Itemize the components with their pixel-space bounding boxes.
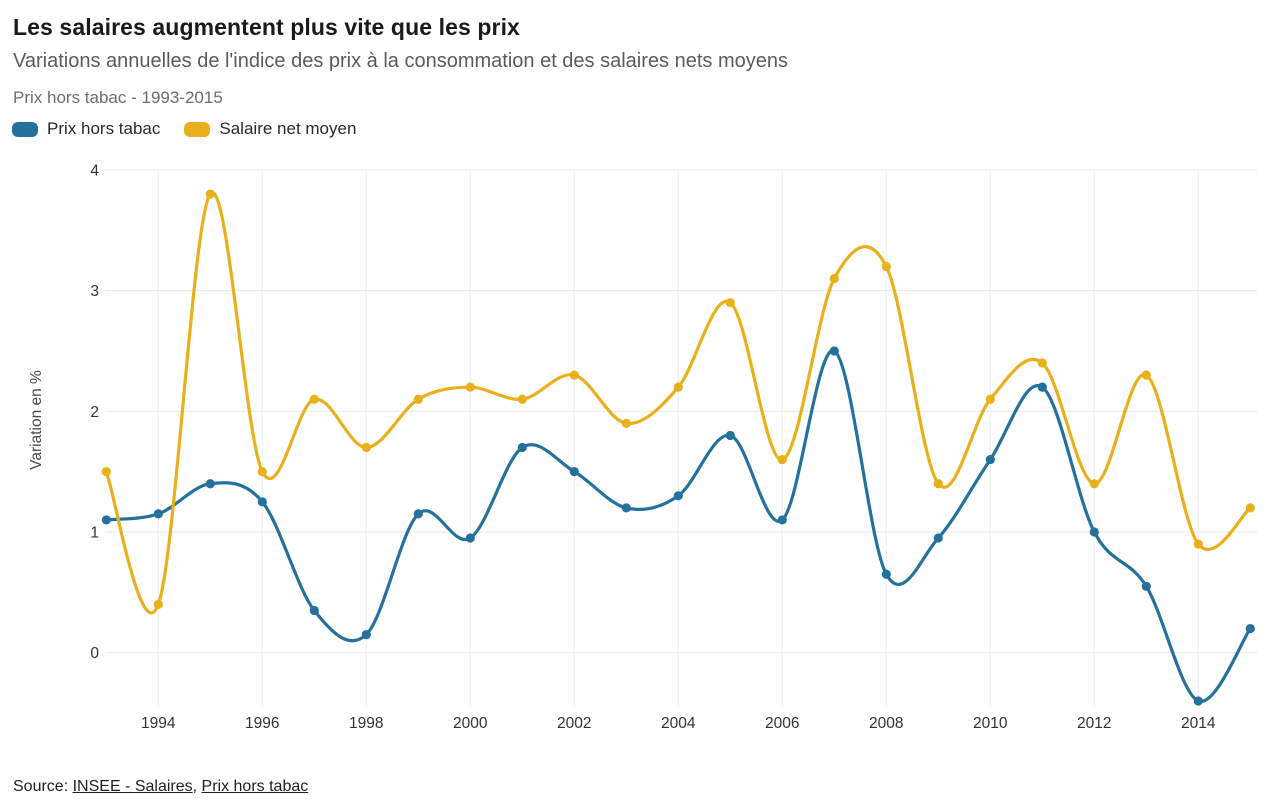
data-point-salaire-net-moyen-1993[interactable] — [101, 467, 111, 477]
x-tick-label: 2000 — [453, 715, 488, 732]
data-point-prix-hors-tabac-2005[interactable] — [725, 430, 735, 441]
y-axis-title: Variation en % — [28, 370, 45, 470]
x-tick-label: 1996 — [245, 715, 279, 732]
y-tick-label: 2 — [90, 404, 99, 421]
x-tick-label: 2010 — [973, 715, 1008, 732]
data-point-salaire-net-moyen-2006[interactable] — [777, 454, 787, 465]
data-point-prix-hors-tabac-1994[interactable] — [153, 509, 163, 519]
data-point-salaire-net-moyen-2008[interactable] — [881, 261, 891, 272]
legend-label-salaire-net-moyen: Salaire net moyen — [219, 119, 357, 138]
data-point-salaire-net-moyen-2003[interactable] — [621, 418, 631, 428]
data-point-prix-hors-tabac-2007[interactable] — [829, 346, 839, 356]
x-tick-label: 2004 — [661, 715, 696, 732]
x-tick-label: 2006 — [765, 715, 799, 732]
data-point-salaire-net-moyen-1998[interactable] — [361, 442, 371, 453]
data-point-salaire-net-moyen-1994[interactable] — [153, 599, 163, 610]
data-point-salaire-net-moyen-2014[interactable] — [1193, 539, 1203, 549]
x-tick-label: 1998 — [349, 715, 383, 732]
data-point-prix-hors-tabac-2015[interactable] — [1245, 623, 1255, 634]
data-point-prix-hors-tabac-2014[interactable] — [1193, 696, 1203, 706]
data-point-prix-hors-tabac-1993[interactable] — [101, 515, 111, 525]
data-point-salaire-net-moyen-2002[interactable] — [569, 370, 579, 380]
data-point-prix-hors-tabac-2009[interactable] — [933, 533, 943, 543]
x-tick-label: 2014 — [1181, 715, 1216, 732]
series-line-salaire-net-moyen — [104, 191, 1252, 615]
y-tick-label: 3 — [90, 283, 99, 300]
data-point-prix-hors-tabac-2003[interactable] — [621, 503, 631, 513]
chart-note: Prix hors tabac - 1993-2015 — [13, 88, 223, 107]
source-line: Source: INSEE - Salaires, Prix hors taba… — [13, 778, 308, 796]
x-tick-label: 2012 — [1077, 715, 1111, 732]
data-point-salaire-net-moyen-2013[interactable] — [1141, 370, 1151, 380]
y-tick-label: 4 — [90, 162, 99, 179]
legend-swatch-salaire-net-moyen — [184, 121, 211, 137]
data-point-prix-hors-tabac-2008[interactable] — [881, 569, 891, 579]
data-point-salaire-net-moyen-2000[interactable] — [465, 382, 475, 392]
data-point-prix-hors-tabac-1997[interactable] — [309, 605, 319, 616]
y-tick-label: 0 — [90, 645, 99, 662]
x-tick-label: 2002 — [557, 715, 591, 732]
legend-swatch-prix-hors-tabac — [12, 121, 38, 137]
legend-item-salaire-net-moyen: Salaire net moyen — [184, 119, 356, 139]
data-point-salaire-net-moyen-2012[interactable] — [1089, 479, 1099, 489]
data-point-salaire-net-moyen-2015[interactable] — [1245, 503, 1255, 513]
source-link-prix-hors-tabac[interactable]: Prix hors tabac — [201, 778, 309, 795]
x-tick-label: 2008 — [869, 715, 903, 732]
data-point-prix-hors-tabac-2012[interactable] — [1089, 527, 1099, 537]
data-point-prix-hors-tabac-2004[interactable] — [673, 491, 683, 501]
chart-subtitle: Variations annuelles de l'indice des pri… — [13, 50, 788, 72]
x-tick-label: 1994 — [141, 715, 176, 732]
source-prefix: Source: — [13, 778, 73, 795]
data-point-prix-hors-tabac-2010[interactable] — [985, 454, 995, 465]
data-point-salaire-net-moyen-2005[interactable] — [725, 298, 735, 308]
data-point-prix-hors-tabac-2000[interactable] — [465, 533, 475, 543]
legend: Prix hors tabac Salaire net moyen — [12, 119, 356, 139]
legend-label-prix-hors-tabac: Prix hors tabac — [47, 119, 161, 138]
source-link-insee-salaires[interactable]: INSEE - Salaires — [72, 778, 193, 795]
data-point-prix-hors-tabac-1996[interactable] — [257, 497, 267, 507]
data-point-salaire-net-moyen-2009[interactable] — [933, 479, 943, 489]
legend-item-prix-hors-tabac: Prix hors tabac — [12, 119, 160, 139]
data-point-salaire-net-moyen-1995[interactable] — [205, 189, 215, 199]
data-point-prix-hors-tabac-2001[interactable] — [517, 442, 527, 453]
data-point-prix-hors-tabac-1998[interactable] — [361, 629, 371, 640]
line-chart[interactable]: 0 1 2 3 4 1994 1996 1998 2000 2002 2004 2006 2008 201… — [0, 150, 1275, 750]
data-point-salaire-net-moyen-1999[interactable] — [413, 394, 423, 404]
source-separator: , — [192, 778, 202, 795]
chart-title: Les salaires augmentent plus vite que le… — [13, 14, 520, 40]
data-point-salaire-net-moyen-2011[interactable] — [1037, 358, 1047, 368]
data-point-prix-hors-tabac-2006[interactable] — [777, 515, 787, 525]
data-point-salaire-net-moyen-2004[interactable] — [673, 382, 683, 392]
data-point-salaire-net-moyen-2007[interactable] — [829, 273, 839, 284]
data-point-prix-hors-tabac-1999[interactable] — [413, 509, 423, 519]
data-point-salaire-net-moyen-2001[interactable] — [517, 394, 527, 404]
y-tick-label: 1 — [90, 525, 99, 542]
data-point-prix-hors-tabac-2002[interactable] — [569, 467, 579, 477]
data-point-salaire-net-moyen-1996[interactable] — [257, 467, 267, 477]
data-point-salaire-net-moyen-2010[interactable] — [985, 394, 995, 404]
data-point-prix-hors-tabac-1995[interactable] — [205, 479, 215, 489]
data-point-salaire-net-moyen-1997[interactable] — [309, 394, 319, 404]
data-point-prix-hors-tabac-2013[interactable] — [1141, 581, 1151, 591]
data-point-prix-hors-tabac-2011[interactable] — [1037, 382, 1047, 392]
